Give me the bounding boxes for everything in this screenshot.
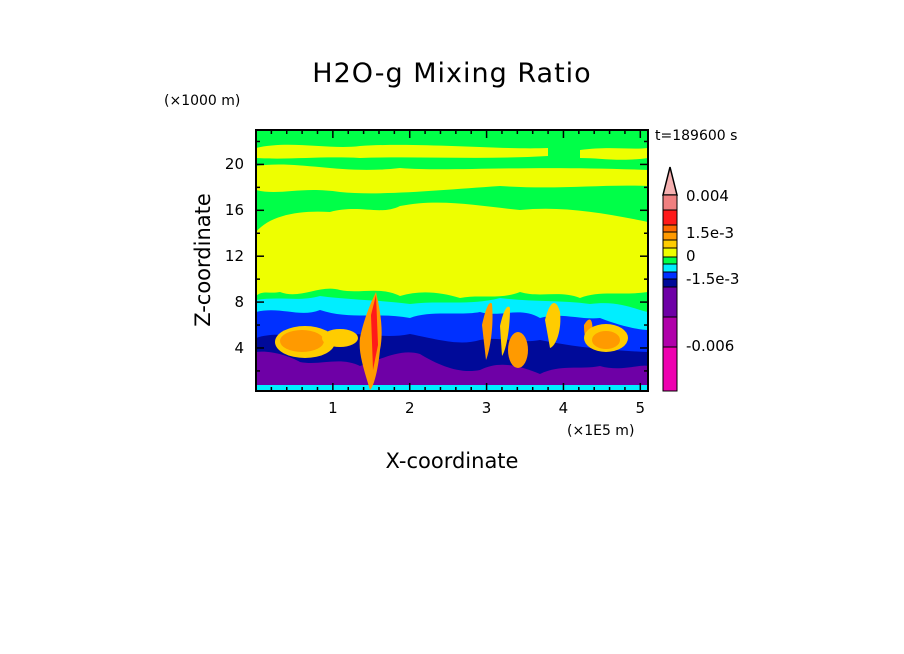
x-axis-label: X-coordinate	[385, 449, 519, 473]
colorbar-swatch	[662, 231, 678, 241]
contour-field	[256, 130, 648, 391]
colorbar-swatch	[662, 256, 678, 265]
colorbar-swatch	[662, 316, 678, 348]
y-tick-label: 8	[234, 293, 244, 312]
x-tick-label: 5	[635, 399, 646, 417]
colorbar-swatch	[662, 194, 678, 211]
colorbar-swatch	[662, 278, 678, 288]
chart-title: H2O-g Mixing Ratio	[312, 58, 592, 89]
x-tick-label: 2	[404, 399, 415, 417]
contour-band-purple	[256, 351, 648, 386]
colorbar-swatch	[662, 286, 678, 318]
colorbar-swatch	[662, 247, 678, 258]
contour-band-yellow-main	[256, 202, 648, 298]
x-tick-label: 3	[481, 399, 492, 417]
y-tick-label: 16	[224, 201, 244, 220]
colorbar-label: 0.004	[686, 187, 729, 205]
x-tick-label: 1	[328, 399, 338, 417]
colorbar-swatch	[662, 209, 678, 226]
x-tick-label: 4	[558, 399, 569, 417]
axis-ticks	[256, 130, 648, 391]
contour-band-moist	[275, 292, 628, 390]
colorbar-label: -0.006	[686, 337, 735, 355]
colorbar-swatch	[662, 224, 678, 233]
plot-frame	[255, 129, 649, 392]
contour-band-yellow-upper	[256, 144, 648, 194]
y-tick-label: 20	[224, 155, 244, 174]
colorbar-label: 1.5e-3	[686, 224, 735, 242]
y-tick-label: 12	[224, 247, 244, 266]
contour-band-surface	[256, 385, 648, 391]
colorbar-swatch	[662, 271, 678, 280]
x-axis-unit: (×1E5 m)	[567, 423, 635, 439]
colorbar-swatch	[662, 263, 678, 273]
y-tick-label: 4	[234, 338, 244, 357]
colorbar-label: 0	[686, 247, 696, 265]
colorbar	[662, 166, 678, 392]
colorbar-swatch	[662, 346, 678, 392]
y-axis-unit: (×1000 m)	[164, 93, 241, 109]
colorbar-label: -1.5e-3	[686, 270, 740, 288]
colorbar-extend-arrow	[662, 166, 678, 196]
time-label: t=189600 s	[655, 128, 738, 144]
colorbar-swatch	[662, 239, 678, 249]
